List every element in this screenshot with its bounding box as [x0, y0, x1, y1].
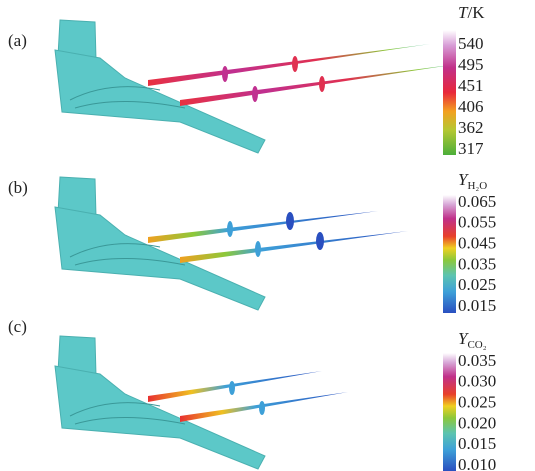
colorbar-tick-label: 0.030: [458, 372, 496, 391]
colorbar-title: YCO₂: [458, 329, 487, 351]
panel-label: (b): [8, 178, 28, 197]
colorbar: [443, 195, 456, 313]
colorbar-symbol: Y: [458, 329, 469, 348]
colorbar-tick-label: 406: [458, 97, 484, 116]
colorbar-symbol: Y: [458, 170, 469, 189]
colorbar-subscript: H₂O: [467, 180, 487, 192]
panel-a: (a) T/K 540 495 451 406 362 317: [8, 3, 485, 158]
colorbar-tick-label: 0.045: [458, 234, 496, 253]
colorbar-tick-label: 0.020: [458, 413, 496, 432]
colorbar-title: YH₂O: [458, 170, 487, 192]
colorbar: [443, 30, 456, 155]
colorbar-tick-label: 0.015: [458, 434, 496, 453]
colorbar: [443, 353, 456, 471]
colorbar-tick-label: 0.025: [458, 393, 496, 412]
colorbar-tick-label: 451: [458, 76, 484, 95]
colorbar-unit: /K: [467, 3, 485, 22]
colorbar-tick-label: 317: [458, 139, 484, 158]
colorbar-tick-label: 0.035: [458, 254, 496, 273]
plume: [148, 371, 322, 402]
colorbar-tick-label: 540: [458, 34, 484, 53]
colorbar-title: T/K: [458, 3, 485, 22]
colorbar-tick-label: 0.035: [458, 351, 496, 370]
panel-label: (a): [8, 31, 27, 50]
colorbar-tick-label: 0.025: [458, 275, 496, 294]
colorbar-tick-label: 495: [458, 55, 484, 74]
colorbar-tick-label: 0.010: [458, 455, 496, 471]
plume: [180, 64, 458, 106]
colorbar-tick-label: 362: [458, 118, 484, 137]
plume: [148, 44, 430, 86]
colorbar-subscript: CO₂: [467, 339, 486, 351]
colorbar-tick-label: 0.065: [458, 192, 496, 211]
plume: [148, 211, 378, 243]
panel-label: (c): [8, 317, 27, 336]
plume: [180, 231, 408, 263]
colorbar-symbol: T: [458, 3, 469, 22]
colorbar-tick-label: 0.055: [458, 213, 496, 232]
colorbar-tick-label: 0.015: [458, 296, 496, 315]
